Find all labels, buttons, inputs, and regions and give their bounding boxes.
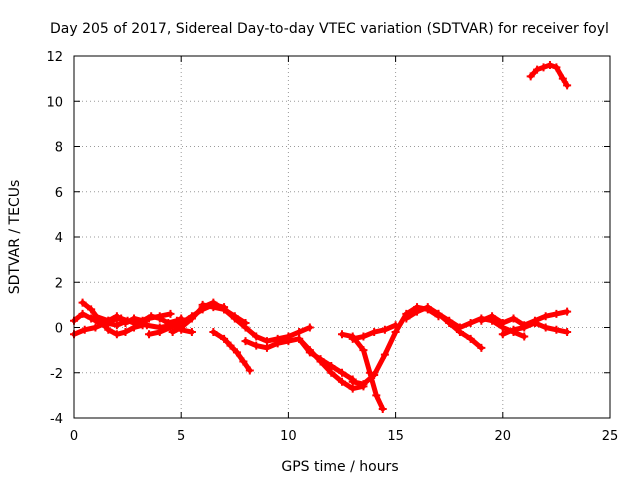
data-point	[391, 321, 400, 330]
y-tick-label: 6	[55, 186, 63, 201]
data-point	[166, 309, 175, 318]
data-trace-segment	[382, 329, 399, 358]
y-tick-label: 8	[55, 141, 63, 156]
data-trace-segment	[373, 392, 386, 412]
data-trace-segment	[318, 358, 334, 376]
y-tick-label: 2	[55, 276, 63, 291]
data-trace-segment	[468, 336, 484, 351]
data-trace-segment	[360, 347, 373, 376]
data-trace-segment	[240, 358, 253, 373]
y-tick-label: 4	[55, 231, 63, 246]
axis-ticks: 0 5 10 15 20 25 -4 -2 0 2 4 6 8 10 12	[46, 50, 618, 444]
data-point	[520, 332, 529, 341]
data-point	[187, 328, 196, 337]
x-axis-title: GPS time / hours	[281, 459, 398, 475]
data-point	[477, 343, 486, 352]
data-point	[563, 328, 572, 337]
x-tick-label: 20	[495, 429, 512, 444]
x-tick-label: 10	[280, 429, 297, 444]
data-points	[70, 61, 572, 413]
y-tick-label: 12	[46, 50, 63, 65]
data-point	[305, 323, 314, 332]
y-tick-label: 10	[46, 95, 63, 110]
data-trace-segment	[367, 370, 379, 398]
series-arc-h	[209, 328, 254, 375]
series-arc-l	[338, 330, 387, 413]
series-arc-m	[348, 321, 400, 343]
series-arc-j	[295, 334, 368, 393]
x-tick-label: 25	[602, 429, 619, 444]
y-axis-title: SDTVAR / TECUs	[7, 180, 23, 295]
data-trace-segment	[307, 347, 324, 364]
x-tick-label: 0	[70, 429, 78, 444]
data-trace-segment	[189, 304, 206, 321]
x-tick-label: 5	[177, 429, 185, 444]
data-point	[563, 81, 572, 90]
data-trace-segment	[296, 336, 313, 353]
y-tick-label: -2	[50, 367, 63, 382]
data-point	[245, 366, 254, 375]
grid-lines	[74, 56, 610, 418]
data-point	[563, 307, 572, 316]
y-tick-label: 0	[55, 322, 63, 337]
data-trace-segment	[371, 352, 388, 378]
y-tick-label: -4	[50, 412, 63, 427]
series-arc-g	[198, 300, 314, 346]
x-tick-label: 15	[387, 429, 404, 444]
data-trace-segment	[339, 370, 356, 383]
plot-frame	[73, 55, 611, 419]
data-point	[378, 404, 387, 413]
series-arc-r	[526, 61, 572, 90]
series-arc-q	[498, 318, 572, 339]
chart-title: Day 205 of 2017, Sidereal Day-to-day VTE…	[50, 21, 609, 37]
